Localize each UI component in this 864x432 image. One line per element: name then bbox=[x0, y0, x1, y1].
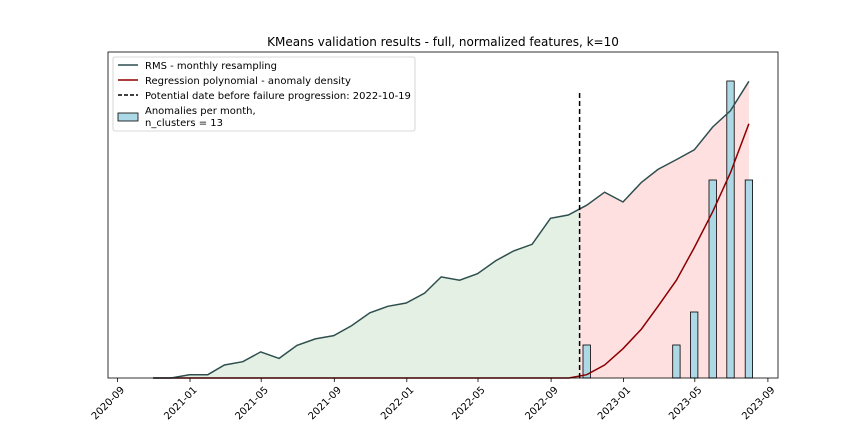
legend-bars-swatch bbox=[117, 112, 139, 122]
x-tick-label: 2022-05 bbox=[450, 385, 487, 422]
x-tick-label: 2021-01 bbox=[162, 385, 199, 422]
x-tick-label: 2021-09 bbox=[307, 385, 344, 422]
x-axis: 2020-09 2021-01 2021-05 2021-09 2022-01 2022-… bbox=[90, 378, 778, 422]
anomaly-bar bbox=[708, 179, 717, 379]
chart-title: KMeans validation results - full, normal… bbox=[267, 35, 619, 49]
fill-after-cutoff bbox=[579, 81, 749, 379]
fill-layer bbox=[153, 81, 749, 379]
x-tick-label: 2022-09 bbox=[523, 385, 560, 422]
x-tick-label: 2023-01 bbox=[596, 385, 633, 422]
plot-frame bbox=[107, 51, 779, 379]
anomaly-bar bbox=[744, 179, 754, 379]
legend-bars-label-line1: Anomalies per month, bbox=[145, 106, 256, 117]
x-tick-label: 2020-09 bbox=[90, 385, 127, 422]
anomaly-bar bbox=[690, 311, 699, 379]
legend-box bbox=[112, 56, 416, 132]
anomaly-bar bbox=[726, 80, 735, 379]
x-tick-label: 2023-05 bbox=[667, 385, 704, 422]
anomaly-bar bbox=[672, 344, 681, 379]
x-tick-label: 2021-05 bbox=[234, 385, 271, 422]
rms-line bbox=[153, 80, 750, 379]
x-tick-label: 2022-01 bbox=[379, 385, 416, 422]
legend: RMS - monthly resampling Regression poly… bbox=[112, 56, 416, 132]
legend-poly-label: Regression polynomial - anomaly density bbox=[145, 76, 351, 87]
legend-bars-label-line2: n_clusters = 13 bbox=[145, 118, 223, 129]
legend-rms-label: RMS - monthly resampling bbox=[145, 61, 277, 72]
x-tick-label: 2023-09 bbox=[740, 385, 777, 422]
legend-cutoff-label: Potential date before failure progressio… bbox=[145, 91, 411, 102]
fill-before-cutoff bbox=[153, 209, 580, 378]
